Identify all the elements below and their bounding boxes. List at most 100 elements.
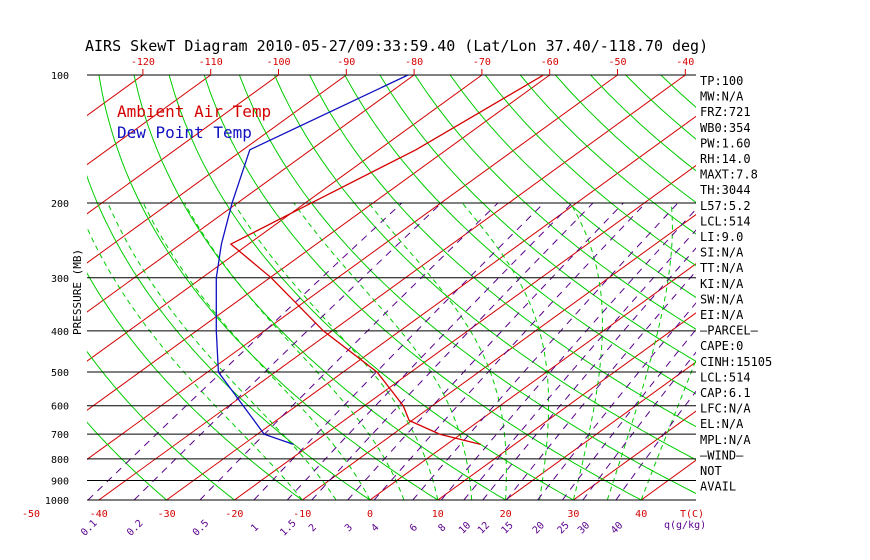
isotherm-line: [98, 75, 686, 500]
index-readout: FRZ:721: [700, 105, 751, 119]
index-readout: TT:N/A: [700, 261, 744, 275]
dry-adiabat-line: [660, 75, 696, 108]
dry-adiabat-line: [836, 75, 870, 500]
index-readout: CAP:6.1: [700, 386, 751, 400]
dry-adiabat-line: [168, 75, 574, 500]
bottom-temp-tick-label: -10: [293, 509, 311, 520]
isotherm-line: [166, 115, 696, 500]
top-temp-tick-label: -80: [405, 57, 423, 68]
top-temp-tick-label: -60: [541, 57, 559, 68]
dew-point-temp-line: [215, 75, 409, 446]
index-readout: SW:N/A: [700, 292, 744, 306]
mixing-ratio-tick-label: 40: [609, 520, 625, 536]
index-readout: CAPE:0: [700, 339, 743, 353]
pressure-tick-label: 300: [51, 274, 69, 285]
isobar-lines: [87, 74, 696, 501]
top-temp-tick-label: -70: [473, 57, 491, 68]
mixing-ratio-tick-label: 0.5: [191, 518, 212, 539]
isotherm-line: [369, 263, 696, 500]
index-readout: MW:N/A: [700, 90, 744, 104]
pressure-tick-label: 900: [51, 477, 69, 488]
sounding-traces: [215, 75, 544, 446]
isotherm-line: [87, 75, 618, 461]
index-readout: EL:N/A: [700, 417, 744, 431]
dry-adiabat-line: [766, 75, 870, 500]
isotherm-line: [87, 75, 415, 313]
mixing-ratio-tick-label: 1: [249, 522, 261, 534]
index-readout: RH:14.0: [700, 152, 751, 166]
top-temp-tick-label: -120: [131, 57, 155, 68]
index-readout: WB0:354: [700, 121, 751, 135]
pressure-tick-label: 800: [51, 455, 69, 466]
index-readout: LI:9.0: [700, 230, 743, 244]
mixing-ratio-line: [347, 202, 624, 500]
bottom-temp-tick-label: 40: [635, 509, 647, 520]
index-readout: MAXT:7.8: [700, 168, 758, 182]
bottom-temp-tick-label: -30: [158, 509, 176, 520]
isotherm-line: [87, 75, 347, 264]
bottom-temp-tick-label: 20: [500, 509, 512, 520]
mixing-ratio-line: [482, 247, 696, 500]
index-readout: NOT: [700, 464, 722, 478]
top-temp-tick-label: -90: [337, 57, 355, 68]
index-readout: TH:3044: [700, 183, 751, 197]
mixing-ratio-tick-label: 25: [555, 520, 571, 536]
mixing-ratio-unit-label: q(g/kg): [664, 520, 706, 531]
dry-adiabat-line: [203, 75, 642, 500]
index-readout: LCL:514: [700, 370, 751, 384]
dry-adiabat-line: [344, 75, 696, 395]
mixing-ratio-tick-label: 4: [369, 522, 381, 534]
moist-adiabat-line: [233, 202, 439, 500]
moist-adiabat-line: [87, 226, 303, 500]
bottom-temp-tick-label: -50: [22, 509, 40, 520]
dry-adiabat-line: [87, 350, 235, 500]
index-readout: LFC:N/A: [700, 402, 751, 416]
index-readout: PW:1.60: [700, 136, 751, 150]
index-readout: LCL:514: [700, 214, 751, 228]
top-temp-tick-label: -50: [608, 57, 626, 68]
dry-adiabat-line: [238, 75, 696, 495]
dry-adiabat-line: [133, 75, 506, 500]
mixing-ratio-line: [561, 328, 696, 500]
bottom-temp-tick-label: 0: [367, 509, 373, 520]
index-readout: AVAIL: [700, 480, 736, 494]
pressure-tick-label: 400: [51, 327, 69, 338]
top-temp-tick-label: -110: [199, 57, 223, 68]
mixing-ratio-tick-label: 1.5: [278, 518, 299, 539]
moist-adiabat-line: [569, 202, 604, 500]
bottom-axis-unit-label: T(C): [680, 509, 704, 520]
index-readout: KI:N/A: [700, 277, 744, 291]
isotherm-line: [640, 459, 696, 500]
y-axis-label: PRESSURE (MB): [71, 249, 84, 335]
index-readout: SI:N/A: [700, 246, 744, 260]
dry-adiabat-line: [449, 75, 696, 298]
isotherm-line: [573, 410, 696, 500]
mixing-ratio-line: [615, 390, 696, 500]
mixing-ratio-line: [373, 202, 646, 500]
pressure-tick-label: 1000: [45, 496, 69, 507]
mixing-ratio-tick-label: 6: [408, 522, 420, 534]
isotherm-line: [87, 75, 483, 362]
dry-adiabat-line: [309, 75, 696, 428]
dry-adiabat-line: [274, 75, 696, 461]
legend-ambient: Ambient Air Temp: [117, 102, 271, 121]
mixing-ratio-line: [286, 202, 573, 500]
top-temp-tick-label: -40: [676, 57, 694, 68]
dry-adiabat-line: [87, 272, 303, 500]
bottom-temp-tick-label: -40: [90, 509, 108, 520]
dry-adiabat-line: [484, 75, 696, 267]
isotherm-line: [87, 75, 279, 215]
mixing-ratio-tick-label: 15: [499, 520, 515, 536]
mixing-ratio-tick-label: 0.2: [125, 518, 146, 539]
index-readout: TP:100: [700, 74, 743, 88]
mixing-ratio-tick-label: 30: [576, 520, 592, 536]
bottom-temp-tick-label: 10: [432, 509, 444, 520]
mixing-ratio-tick-label: 20: [531, 520, 547, 536]
dry-adiabat-line: [731, 75, 870, 500]
top-temp-tick-label: -100: [266, 57, 290, 68]
mixing-ratio-line: [311, 202, 594, 500]
dry-adiabat-line: [379, 75, 696, 362]
